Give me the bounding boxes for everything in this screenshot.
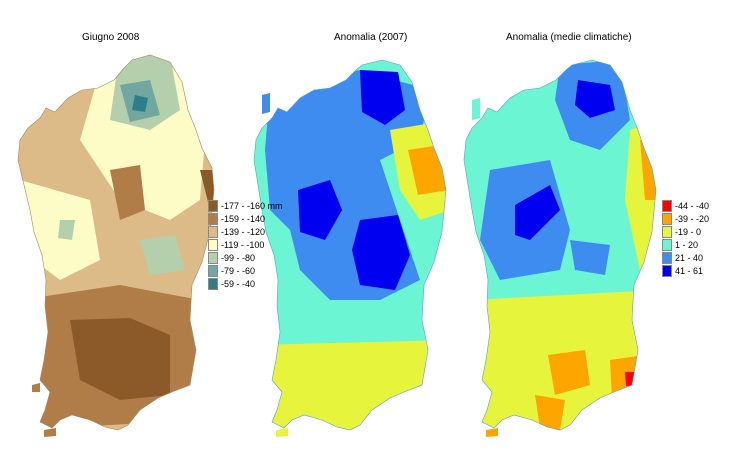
legend-anomaly-swatch	[662, 264, 672, 277]
legend-rainfall-item: -139 - -120	[208, 225, 283, 238]
legend-rainfall-label: -119 - -100	[221, 239, 265, 250]
legend-anomaly-label: -39 - -20	[675, 213, 710, 224]
legend-rainfall-swatch	[208, 238, 218, 251]
legend-anomaly-item: 1 - 20	[662, 238, 709, 251]
legend-anomaly-item: -19 - 0	[662, 225, 709, 238]
legend-anomaly-swatch	[662, 212, 672, 225]
legend-rainfall-swatch	[208, 199, 218, 212]
legend-anomaly-label: 1 - 20	[675, 239, 699, 250]
legend-rainfall-label: -79 - -60	[221, 265, 256, 276]
legend-anomaly-swatch	[662, 199, 672, 212]
legend-rainfall-item: -99 - -80	[208, 251, 283, 264]
legend-anomaly-label: -44 - -40	[675, 200, 710, 211]
legend-rainfall-label: -99 - -80	[221, 252, 256, 263]
map-title-giugno: Giugno 2008	[82, 32, 140, 43]
legend-rainfall-item: -159 - -140	[208, 212, 283, 225]
legend-rainfall-label: -159 - -140	[221, 213, 266, 224]
legend-rainfall: -177 - -160 mm -159 - -140 -139 - -120 -119…	[208, 199, 283, 290]
legend-rainfall-swatch	[208, 212, 218, 225]
legend-rainfall-swatch	[208, 264, 218, 277]
map-rainfall	[18, 55, 214, 430]
legend-anomaly-item: -39 - -20	[662, 212, 709, 225]
legend-rainfall-swatch	[208, 251, 218, 264]
legend-anomaly-label: 41 - 61	[675, 265, 704, 276]
legend-rainfall-item: -59 - -40	[208, 277, 283, 290]
legend-anomaly-swatch	[662, 238, 672, 251]
legend-anomaly-item: 41 - 61	[662, 264, 709, 277]
legend-anomaly-label: 21 - 40	[675, 252, 704, 263]
legend-rainfall-item: -79 - -60	[208, 264, 283, 277]
legend-anomaly-item: 21 - 40	[662, 251, 709, 264]
legend-rainfall-swatch	[208, 277, 218, 290]
map-title-anomalia-2007: Anomalia (2007)	[334, 32, 408, 43]
legend-rainfall-item: -177 - -160 mm	[208, 199, 283, 212]
legend-anomaly-item: -44 - -40	[662, 199, 709, 212]
map-anomaly-climatic	[464, 60, 656, 430]
legend-rainfall-item: -119 - -100	[208, 238, 283, 251]
legend-rainfall-label: -177 - -160 mm	[221, 200, 283, 211]
legend-anomaly: -44 - -40 -39 - -20 -19 - 0 1 - 20 21 - 40 41…	[662, 199, 709, 277]
map-title-anomalia-climatiche: Anomalia (medie climatiche)	[506, 32, 632, 43]
legend-anomaly-swatch	[662, 225, 672, 238]
legend-rainfall-label: -59 - -40	[221, 278, 256, 289]
legend-rainfall-label: -139 - -120	[221, 226, 266, 237]
legend-anomaly-label: -19 - 0	[675, 226, 702, 237]
legend-rainfall-swatch	[208, 225, 218, 238]
map-anomaly-2007	[254, 60, 446, 430]
legend-anomaly-swatch	[662, 251, 672, 264]
